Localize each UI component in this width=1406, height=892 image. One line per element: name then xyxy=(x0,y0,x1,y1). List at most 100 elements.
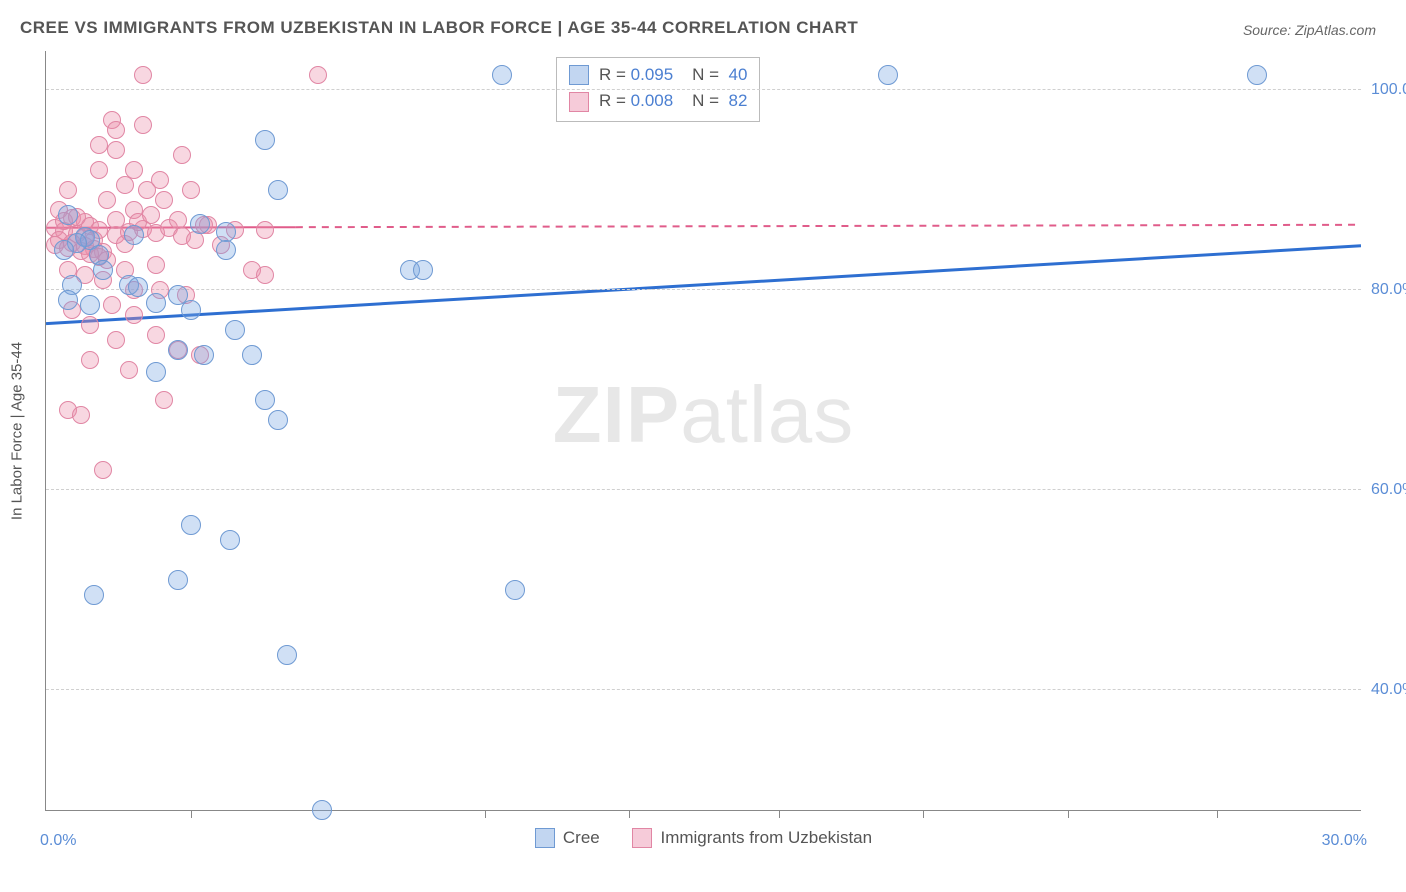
data-point xyxy=(94,461,112,479)
data-point xyxy=(168,340,188,360)
data-point xyxy=(128,277,148,297)
x-axis-tick xyxy=(629,810,630,818)
n-value: 40 xyxy=(729,65,748,84)
data-point xyxy=(107,211,125,229)
stats-text: R = 0.008 N = 82 xyxy=(599,88,747,114)
y-axis-tick-label: 80.0% xyxy=(1371,281,1406,299)
data-point xyxy=(220,530,240,550)
data-point xyxy=(124,225,144,245)
y-axis-title: In Labor Force | Age 35-44 xyxy=(9,342,26,520)
data-point xyxy=(90,136,108,154)
n-value: 82 xyxy=(729,91,748,110)
data-point xyxy=(255,390,275,410)
data-point xyxy=(134,66,152,84)
r-label: R = xyxy=(599,65,626,84)
grid-line xyxy=(46,89,1361,90)
data-point xyxy=(190,214,210,234)
data-point xyxy=(103,296,121,314)
r-label: R = xyxy=(599,91,626,110)
data-point xyxy=(277,645,297,665)
data-point xyxy=(147,256,165,274)
data-point xyxy=(58,205,78,225)
data-point xyxy=(147,326,165,344)
n-label: N = xyxy=(692,65,719,84)
chart-title: CREE VS IMMIGRANTS FROM UZBEKISTAN IN LA… xyxy=(20,18,858,38)
legend-label: Cree xyxy=(563,828,600,848)
series-legend: Cree Immigrants from Uzbekistan xyxy=(46,828,1361,853)
stats-row: R = 0.008 N = 82 xyxy=(569,88,747,114)
data-point xyxy=(134,116,152,134)
data-point xyxy=(168,570,188,590)
data-point xyxy=(81,316,99,334)
data-point xyxy=(155,191,173,209)
data-point xyxy=(194,345,214,365)
data-point xyxy=(146,362,166,382)
data-point xyxy=(309,66,327,84)
chart-header: CREE VS IMMIGRANTS FROM UZBEKISTAN IN LA… xyxy=(0,0,1406,46)
legend-item: Immigrants from Uzbekistan xyxy=(632,828,872,848)
data-point xyxy=(142,206,160,224)
data-point xyxy=(155,391,173,409)
watermark: ZIPatlas xyxy=(553,369,854,461)
data-point xyxy=(120,361,138,379)
legend-swatch xyxy=(632,828,652,848)
data-point xyxy=(256,221,274,239)
data-point xyxy=(492,65,512,85)
x-axis-tick xyxy=(779,810,780,818)
data-point xyxy=(182,181,200,199)
data-point xyxy=(93,260,113,280)
legend-swatch xyxy=(535,828,555,848)
data-point xyxy=(268,410,288,430)
x-axis-tick xyxy=(191,810,192,818)
data-point xyxy=(181,300,201,320)
y-axis-tick-label: 100.0% xyxy=(1371,81,1406,99)
watermark-thin: atlas xyxy=(680,370,854,459)
trend-lines xyxy=(46,51,1361,810)
data-point xyxy=(256,266,274,284)
data-point xyxy=(54,240,74,260)
data-point xyxy=(268,180,288,200)
data-point xyxy=(58,290,78,310)
x-axis-tick xyxy=(485,810,486,818)
data-point xyxy=(312,800,332,820)
chart-source: Source: ZipAtlas.com xyxy=(1243,22,1376,38)
x-axis-tick xyxy=(923,810,924,818)
n-label: N = xyxy=(692,91,719,110)
data-point xyxy=(90,161,108,179)
data-point xyxy=(125,306,143,324)
r-value: 0.008 xyxy=(631,91,674,110)
y-axis-tick-label: 40.0% xyxy=(1371,681,1406,699)
data-point xyxy=(225,320,245,340)
grid-line xyxy=(46,289,1361,290)
data-point xyxy=(216,240,236,260)
legend-swatch xyxy=(569,92,589,112)
data-point xyxy=(255,130,275,150)
watermark-bold: ZIP xyxy=(553,370,680,459)
data-point xyxy=(59,181,77,199)
data-point xyxy=(107,141,125,159)
legend-item: Cree xyxy=(535,828,600,848)
data-point xyxy=(80,295,100,315)
data-point xyxy=(216,222,236,242)
data-point xyxy=(116,176,134,194)
data-point xyxy=(1247,65,1267,85)
data-point xyxy=(173,146,191,164)
x-axis-tick xyxy=(1068,810,1069,818)
data-point xyxy=(81,351,99,369)
data-point xyxy=(146,293,166,313)
grid-line xyxy=(46,489,1361,490)
data-point xyxy=(169,211,187,229)
data-point xyxy=(878,65,898,85)
stats-row: R = 0.095 N = 40 xyxy=(569,62,747,88)
data-point xyxy=(138,181,156,199)
data-point xyxy=(107,331,125,349)
data-point xyxy=(181,515,201,535)
data-point xyxy=(107,121,125,139)
plot-area: ZIPatlas R = 0.095 N = 40 R = 0.008 xyxy=(45,51,1361,811)
legend-swatch xyxy=(569,65,589,85)
data-point xyxy=(505,580,525,600)
chart-wrap: In Labor Force | Age 35-44 ZIPatlas R = … xyxy=(45,51,1406,811)
stats-text: R = 0.095 N = 40 xyxy=(599,62,747,88)
r-value: 0.095 xyxy=(631,65,674,84)
data-point xyxy=(72,406,90,424)
